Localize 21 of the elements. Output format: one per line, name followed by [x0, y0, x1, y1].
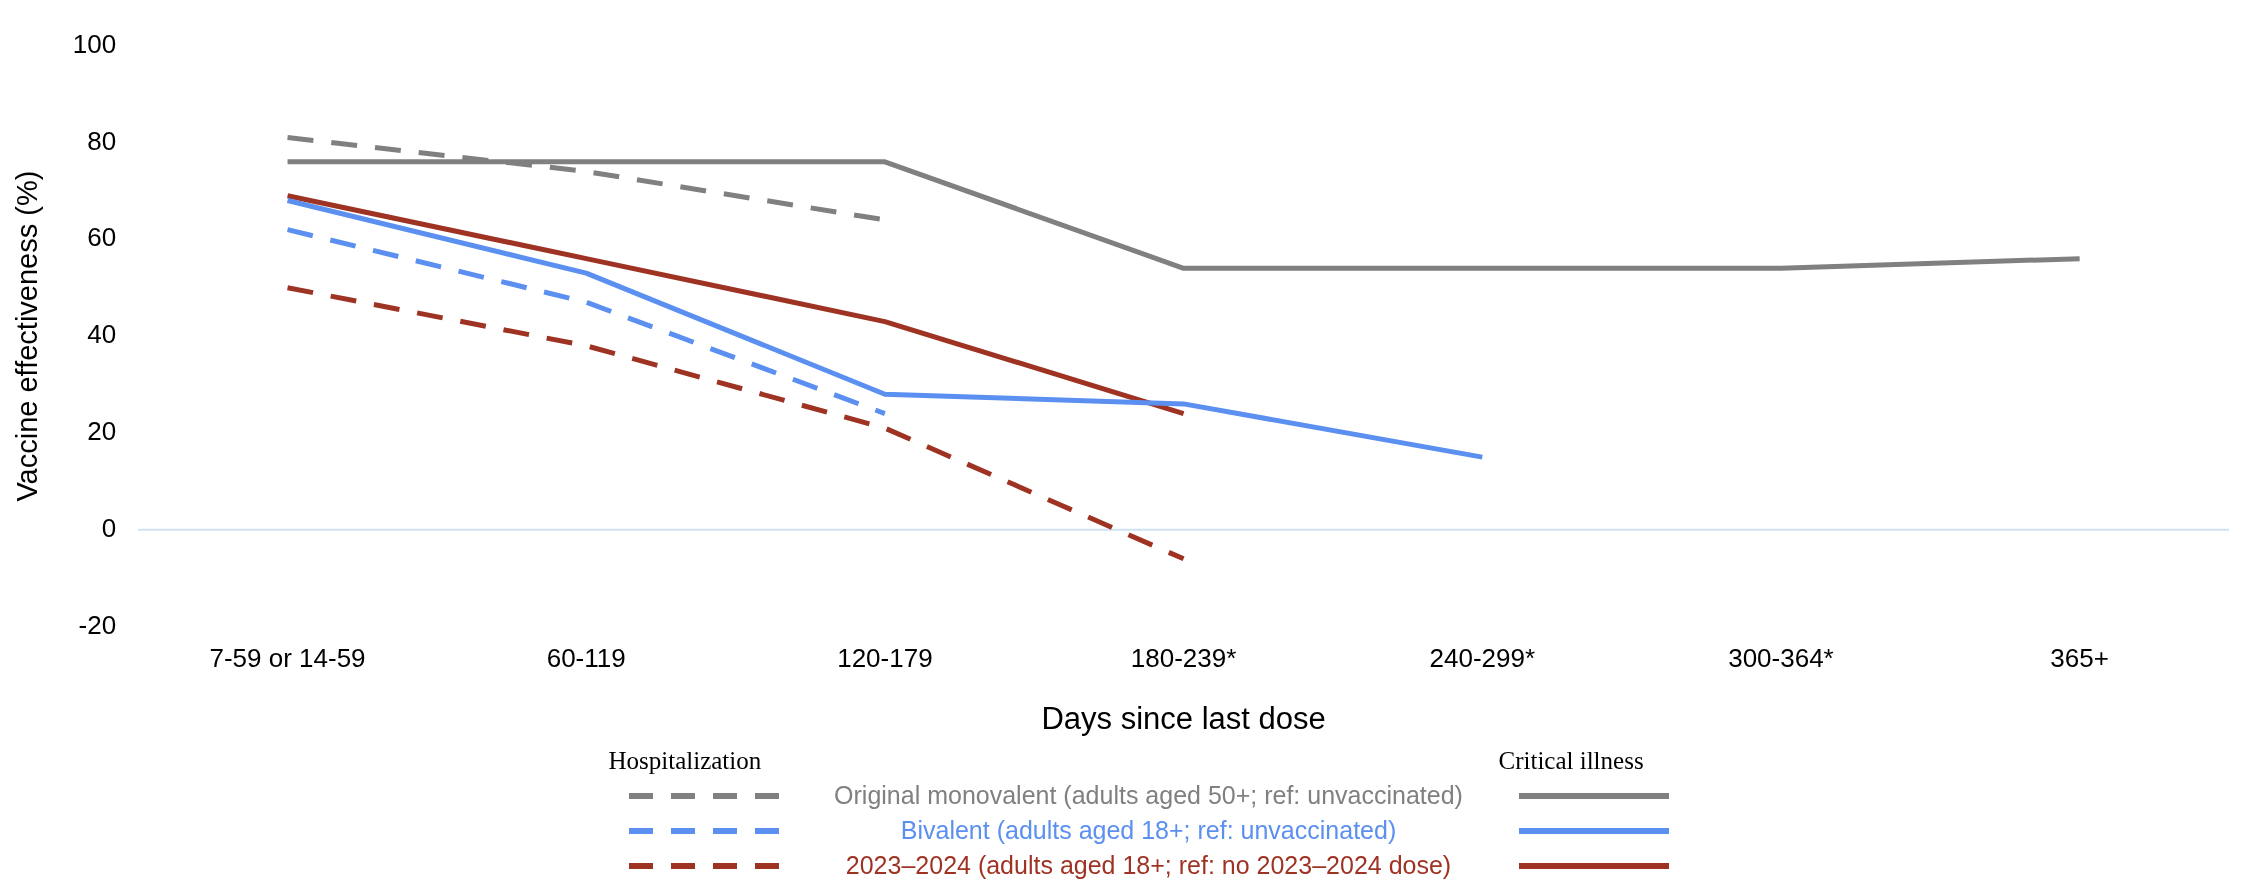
- y-tick-label: 60: [87, 222, 117, 253]
- x-tick-label: 240-299*: [1429, 643, 1536, 674]
- text: Hospitalization: [608, 747, 762, 775]
- y-tick-label: 100: [72, 28, 117, 59]
- text: Bivalent (adults aged 18+; ref: unvaccinated): [899, 816, 1398, 845]
- x-axis-title: Days since last dose: [1041, 700, 1326, 736]
- x-tick-label: 120-179: [837, 643, 933, 674]
- y-tick-label: 40: [87, 319, 117, 350]
- x-tick-label: 60-119: [546, 643, 626, 674]
- text: Critical illness: [1498, 747, 1644, 775]
- x-tick-label: 300-364*: [1728, 643, 1834, 674]
- text: 2023–2024 (adults aged 18+; ref: no 2023–2024 dose): [844, 851, 1453, 879]
- y-tick-label: -20: [78, 609, 117, 640]
- y-tick-label: 20: [87, 416, 117, 447]
- x-tick-label: 365+: [2050, 643, 2109, 674]
- y-tick-label: 80: [87, 125, 117, 156]
- y-axis-title: Vaccine effectiveness (%): [11, 170, 44, 502]
- x-tick-label: 180-239*: [1130, 643, 1237, 674]
- legend-label: Original monovalent (adults aged 50+; ref: unvaccinated): [833, 781, 1464, 810]
- x-tick-label: 7-59 or 14-59: [209, 643, 366, 674]
- y-tick-label: 0: [101, 512, 117, 543]
